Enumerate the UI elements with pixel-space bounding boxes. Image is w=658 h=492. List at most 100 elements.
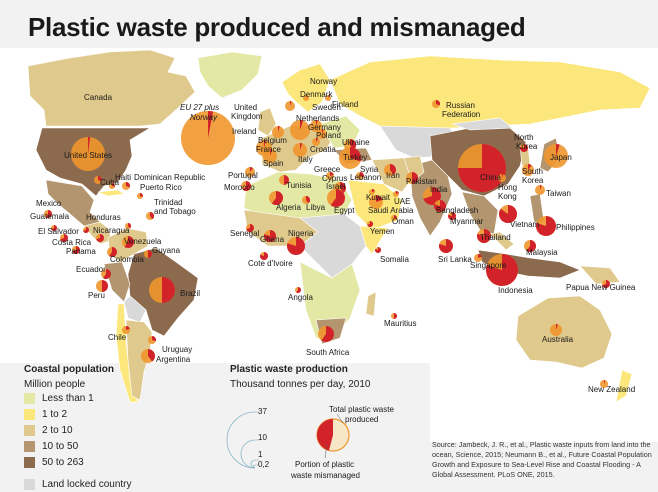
label-cote-divoire: Cote d'Ivoire [248,259,293,268]
bubble-mismanaged-57 [556,324,558,330]
legend-item-land-locked: Land locked country [24,476,214,492]
land-uk-ireland [257,107,277,137]
swatch-less-than-1 [24,392,35,404]
bubble-mismanaged-55 [502,174,504,178]
label-kuwait: Kuwait [366,193,391,202]
plastic-legend-title: Plastic waste production [230,364,348,375]
label-north-korea-2: Korea [516,142,538,151]
label-ireland: Ireland [232,127,256,136]
label-argentina: Argentina [156,355,191,364]
label-lebanon: Lebanon [350,173,381,182]
label-turkey: Turkey [343,153,367,162]
bubble-mismanaged-0 [88,136,91,154]
bubble-mismanaged-46 [526,240,537,253]
land-malaysia [489,231,515,251]
size-label-02: 0,2 [258,460,270,469]
bubble-mismanaged-11 [316,120,318,126]
bubble-mismanaged-56 [602,280,611,288]
bubble-mismanaged-77 [152,336,156,342]
map-title: Plastic waste produced and mismanaged [28,12,526,42]
label-morocco: Morocco [224,183,255,192]
land-mongolia [451,117,513,131]
label-norway-eu: Norway [190,113,218,122]
size-circle-37 [226,411,256,469]
bubble-mismanaged-3 [264,140,266,148]
label-russia-1: Russian [446,101,475,110]
label-greece: Greece [314,165,341,174]
label-thailand: Thailand [480,233,511,242]
label-poland: Poland [316,131,341,140]
label-norway: Norway [310,77,337,86]
size-label-37: 37 [258,407,267,416]
swatch-50-to-263 [24,456,35,468]
label-myanmar: Myanmar [450,217,484,226]
label-vietnam: Vietnam [510,220,540,229]
label-and-tobago: and Tobago [154,207,196,216]
label-hong-kong-1: Hong [498,183,517,192]
bubble-mismanaged-20 [243,181,251,191]
label-south-africa: South Africa [306,348,350,357]
land-russia [329,55,651,133]
bubble-mismanaged-43 [438,239,453,253]
size-circle-02 [253,464,256,469]
bubble-mismanaged-62 [140,193,143,197]
bubble-mismanaged-38 [367,221,374,228]
label-tunisia: Tunisia [286,181,312,190]
label-belgium: Belgium [258,136,287,145]
bubble-mismanaged-9 [328,95,329,98]
label-algeria: Algeria [276,203,301,212]
total-pointer [336,413,344,424]
label-eu27: EU 27 plus [180,103,219,112]
bubble-mismanaged-49 [478,254,482,258]
bubble-mismanaged-7 [290,100,292,106]
bubble-mismanaged-69 [96,233,105,242]
bubble-mismanaged-8 [306,95,307,98]
size-label-10: 10 [258,433,267,442]
label-united-states: United States [64,151,112,160]
legend-label-less-than-1: Less than 1 [42,392,94,404]
size-circle-10 [240,439,256,469]
bubble-mismanaged-65 [51,225,58,231]
label-somalia: Somalia [380,255,409,264]
bubble-mismanaged-23 [306,196,311,204]
label-libya: Libya [306,203,326,212]
coastal-legend-title: Coastal population [24,364,114,375]
swatch-land-locked [24,478,35,490]
bubble-mismanaged-6 [300,143,303,150]
land-madagascar [365,291,377,317]
label-japan: Japan [550,153,572,162]
legend-label-2-to-10: 2 to 10 [42,424,73,436]
label-germany: Germany [308,123,341,132]
label-peru: Peru [88,291,105,300]
bubble-mismanaged-16 [330,172,334,176]
bubble-mismanaged-18 [340,182,346,193]
plastic-legend-subtitle: Thousand tonnes per day, 2010 [230,379,371,390]
land-chile [115,303,139,403]
label-canada: Canada [84,93,113,102]
label-north-korea-1: North [514,133,534,142]
label-denmark: Denmark [300,90,333,99]
bubble-mismanaged-27 [260,251,269,260]
label-guyana: Guyana [152,246,181,255]
label-costa-rica: Costa Rica [52,238,92,247]
label-trinidad: Trinidad [154,198,183,207]
label-uae: UAE [394,197,410,206]
label-italy: Italy [298,155,313,164]
label-australia: Australia [542,335,574,344]
bubble-mismanaged-47 [485,254,518,287]
label-sri-lanka: Sri Lanka [438,255,472,264]
label-cyprus: Cyprus [322,174,347,183]
total-label-2: produced [345,415,378,424]
size-circle-1 [250,459,256,469]
bubble-mismanaged-32 [436,100,440,106]
land-argentina [125,319,153,401]
land-greenland [197,51,263,99]
ocean-area-south [430,360,658,442]
label-united-kingdom-1: United [234,103,257,112]
label-pakistan: Pakistan [406,177,437,186]
bubble-mismanaged-5 [270,149,273,156]
bubble-mismanaged-54 [540,184,542,190]
bubble-mismanaged-30 [375,247,382,253]
land-papua [579,265,621,285]
